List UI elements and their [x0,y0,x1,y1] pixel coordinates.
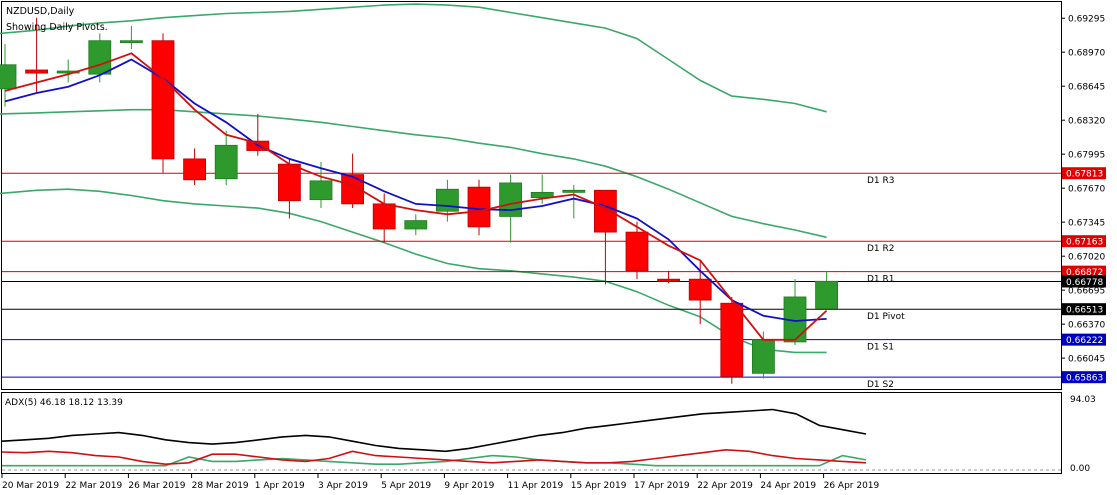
price-tick-label-1: 0.68970 [1068,49,1105,59]
pivot-tag-2 [1062,265,1106,278]
adx-plus-di-line [1,448,867,466]
price-tick-label-3: 0.68320 [1068,117,1105,127]
adx-scale-bottom: 0.00 [1070,464,1090,474]
time-label-0: 20 Mar 2019 [2,481,59,491]
price-tick-label-5: 0.67670 [1068,185,1105,195]
pivot-tag-3 [1062,303,1106,316]
bb-middle-line [0,108,827,239]
candle-body-2 [56,70,80,74]
ma-blue-line [4,58,827,322]
moving-averages [4,52,828,341]
pivot-price-tags: 0.67813 0.67163 0.66872 0.66513 0.66222 0.658… [1062,167,1106,384]
pivot-label-5: D1 S2 [867,380,894,390]
adx-main-line [1,408,867,453]
price-axis: 0.69295 0.68970 0.68645 0.68320 0.67995 0.676… [1061,15,1105,365]
candle-body-22 [688,278,712,301]
time-label-7: 9 Apr 2019 [444,481,494,491]
adx-scale-top: 94.03 [1070,395,1096,405]
time-label-1: 22 Mar 2019 [65,481,122,491]
candle-body-18 [562,189,586,193]
pivot-tag-1 [1062,235,1106,248]
pivot-tag-0 [1062,167,1106,180]
price-tick-label-10: 0.66045 [1068,355,1105,365]
time-label-12: 24 Apr 2019 [760,481,816,491]
pivot-label-3: D1 Pivot [867,312,905,322]
time-label-6: 5 Apr 2019 [381,481,431,491]
adx-label: ADX(5) 46.18 18.12 13.39 [5,398,123,408]
pivot-tag-text-0: 0.67813 [1066,170,1103,180]
adx-lines [1,408,1061,471]
candle-body-12 [372,203,396,230]
candle-body-5 [151,40,175,160]
price-tick-label-8: 0.66695 [1068,287,1105,297]
candle-body-19 [594,189,617,233]
pivot-label-4: D1 S1 [867,343,894,353]
candle-body-17 [530,191,554,198]
pivot-indicator-note: Showing Daily Pivots. [6,22,108,33]
candle-body-3 [88,40,112,75]
candle-body-1 [25,69,49,74]
symbol-title: NZDUSD,Daily [6,6,75,17]
price-tick-label-4: 0.67995 [1068,151,1105,161]
pivot-label-1: D1 R2 [867,244,895,254]
time-label-5: 3 Apr 2019 [318,481,368,491]
candle-body-9 [277,163,301,202]
pivot-tag-text-5: 0.65863 [1066,374,1103,384]
pivot-tag-text-3: 0.66513 [1066,306,1103,316]
time-label-2: 26 Mar 2019 [128,481,185,491]
pivot-tag-text-4: 0.66222 [1066,336,1103,346]
bb-lower-line [0,188,827,354]
candle-body-6 [183,158,207,181]
candle-body-21 [657,278,680,282]
pivot-tag-text-2: 0.66872 [1066,268,1103,278]
candle-body-23 [720,302,744,377]
candle-body-15 [467,186,491,228]
pivot-tag-text-1: 0.67163 [1066,238,1103,248]
pivot-label-0: D1 R3 [867,176,895,186]
candle-body-13 [404,220,428,230]
price-tick-label-9: 0.66370 [1068,321,1105,331]
candlesticks [0,17,838,384]
candle-body-0 [0,64,17,90]
time-label-4: 1 Apr 2019 [255,481,305,491]
ma-red-line [4,52,828,341]
price-tick-label-2: 0.68645 [1068,83,1105,93]
adx-minus-di-line [2,454,867,467]
candle-body-10 [309,180,333,201]
bb-upper-line [0,3,827,113]
price-tick-label-7: 0.67020 [1068,253,1105,263]
time-label-8: 11 Apr 2019 [508,481,564,491]
candle-body-26 [815,280,838,309]
price-tick-label-0: 0.69295 [1068,15,1105,25]
candle-body-20 [625,231,649,272]
time-label-9: 15 Apr 2019 [571,481,627,491]
pivot-lines: D1 R3 D1 R2 D1 R1 D1 Pivot D1 S1 D1 S2 [2,172,1061,390]
candle-body-11 [341,174,365,205]
pivot-tag-4 [1062,333,1106,346]
candle-body-14 [435,188,459,212]
candle-body-7 [214,144,238,180]
time-label-10: 17 Apr 2019 [634,481,690,491]
pivot-label-2: D1 R1 [867,275,895,285]
current-price-tag-text: 0.66778 [1066,278,1103,288]
pivot-tag-5 [1062,371,1106,384]
adx-panel-frame [1,392,1062,474]
candle-body-4 [120,40,143,44]
price-tick-label-6: 0.67345 [1068,219,1105,229]
candle-body-16 [499,182,523,217]
time-axis: 20 Mar 2019 22 Mar 2019 26 Mar 2019 28 Mar … [1,474,880,491]
time-label-13: 26 Apr 2019 [824,481,880,491]
time-label-3: 28 Mar 2019 [192,481,249,491]
time-label-11: 22 Apr 2019 [697,481,753,491]
bollinger-bands [0,3,827,354]
candle-body-24 [752,339,775,374]
current-price-tag [1062,275,1106,288]
